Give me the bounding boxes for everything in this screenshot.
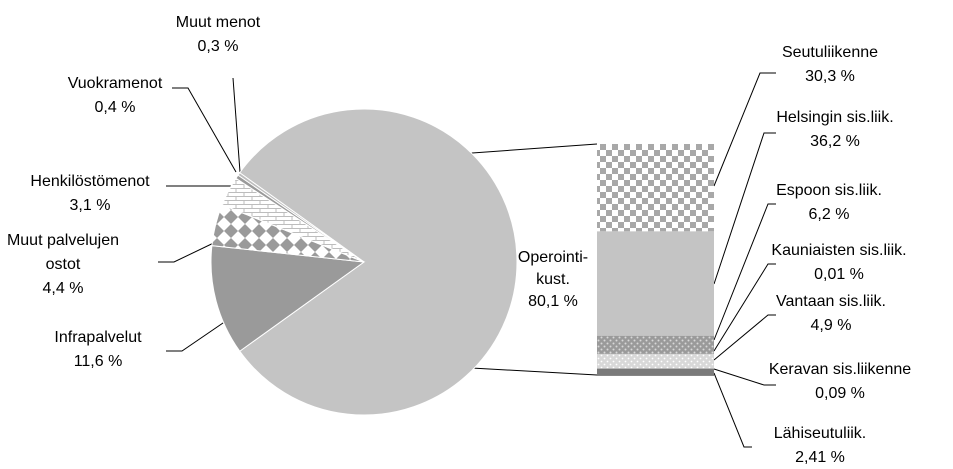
label-muut-menot: Muut menot 0,3 % [176,14,261,55]
leader-muut-palvelujen-ostot [158,237,225,263]
label-lahiseutuliik: Lähiseutuliik. 2,41 % [774,425,867,466]
label-kauniaisten-sis-liik: Kauniaisten sis.liik. 0,01 % [771,242,906,283]
bar-segment-kauniaisten-sis-liik [597,353,714,355]
leader-kauniaisten-sis-liik [713,263,776,352]
leader-helsingin-sis-liik [713,132,776,285]
label-helsingin-sis-liik: Helsingin sis.liik. 36,2 % [776,109,893,150]
leader-infrapalvelut [166,309,243,352]
leader-vuokramenot [172,87,237,173]
label-operointi-kust: Operointi-kust. 80,1 % [518,249,588,310]
label-muut-palvelujen-ostot: Muut palvelujen ostot 4,4 % [7,232,119,297]
label-espoon-sis-liik: Espoon sis.liik. 6,2 % [776,182,882,223]
leader-muut-menot [232,77,241,173]
breakdown-bar [597,144,714,376]
leader-espoon-sis-liik [713,203,776,341]
leader-vantaan-sis-liik [713,314,776,361]
bar-segment-lahiseutuliik [597,368,714,376]
pie [210,108,518,416]
leader-seutuliikenne [713,72,776,187]
leader-keravan-sis-liikenne [713,368,776,386]
label-seutuliikenne: Seutuliikenne 30,3 % [782,44,878,85]
bar-segment-vantaan-sis-liik [597,354,714,369]
pie-slice-infrapalvelut [210,245,366,352]
label-vantaan-sis-liik: Vantaan sis.liik. 4,9 % [776,293,886,334]
leader-lahiseutuliik [713,372,752,448]
label-infrapalvelut: Infrapalvelut 11,6 % [54,329,142,370]
bar-segment-helsingin-sis-liik [597,231,714,336]
bar-segment-keravan-sis-liikenne [597,368,714,369]
pie-slice-operointi-kust [239,108,518,416]
label-keravan-sis-liikenne: Keravan sis.liikenne 0,09 % [769,361,911,402]
bar-segment-seutuliikenne [597,144,714,232]
labels: Operointi-kust. 80,1 % Infrapalvelut 11,6 %… [7,14,911,466]
label-henkilostomenot: Henkilöstömenot 3,1 % [30,173,150,214]
pie-slice-muut-menot [237,172,365,263]
bar-segment-espoon-sis-liik [597,335,714,354]
label-vuokramenot: Vuokramenot 0,4 % [68,75,163,116]
